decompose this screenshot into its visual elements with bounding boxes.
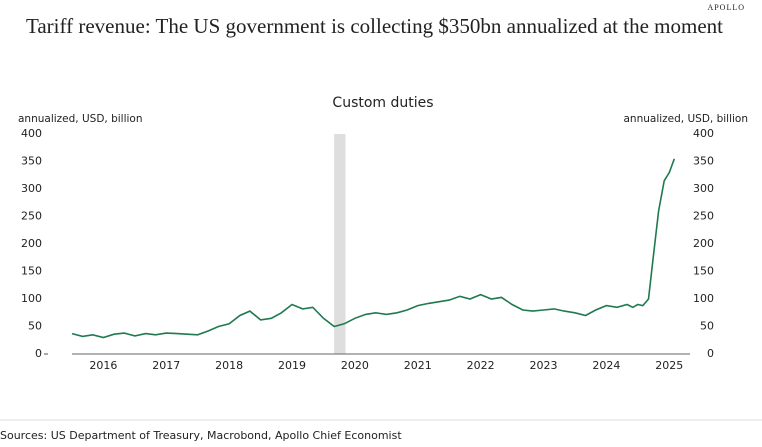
x-tick-label: 2017 bbox=[152, 359, 180, 372]
y-tick-label: 300 bbox=[21, 182, 42, 195]
y-tick-label: 400 bbox=[21, 127, 42, 140]
line-series bbox=[71, 158, 676, 339]
brand: APOLLO bbox=[707, 3, 745, 12]
x-tick-label: 2023 bbox=[530, 359, 558, 372]
y2-tick-label: 100 bbox=[693, 292, 714, 305]
y-tick-label: 150 bbox=[21, 265, 42, 278]
y2-tick-label: 250 bbox=[693, 210, 714, 223]
y2-tick-label: 400 bbox=[693, 127, 714, 140]
x-tick-label: 2022 bbox=[467, 359, 495, 372]
x-tick-label: 2021 bbox=[404, 359, 432, 372]
y2-tick-label: 350 bbox=[693, 155, 714, 168]
y2-tick-label: 200 bbox=[693, 237, 714, 250]
y2-tick-label: 300 bbox=[693, 182, 714, 195]
y2-tick-label: 50 bbox=[700, 320, 714, 333]
x-tick-label: 2016 bbox=[89, 359, 117, 372]
y-tick-label: 0 bbox=[35, 347, 42, 360]
y-axis-label: annualized, USD, billion bbox=[18, 113, 143, 125]
y-tick-label: 200 bbox=[21, 237, 42, 250]
y-tick-label: 350 bbox=[21, 155, 42, 168]
y-tick-label: 100 bbox=[21, 292, 42, 305]
source: Sources: US Department of Treasury, Macr… bbox=[0, 429, 402, 442]
x-tick-label: 2020 bbox=[341, 359, 369, 372]
y2-tick-label: 150 bbox=[693, 265, 714, 278]
shaded-period bbox=[334, 134, 346, 354]
y2-tick-label: 0 bbox=[707, 347, 714, 360]
chart-title: Custom duties bbox=[332, 95, 433, 111]
x-tick-label: 2025 bbox=[655, 359, 683, 372]
x-tick-label: 2019 bbox=[278, 359, 306, 372]
x-tick-label: 2024 bbox=[592, 359, 620, 372]
y-tick-label: 50 bbox=[28, 320, 42, 333]
headline: Tariff revenue: The US government is col… bbox=[26, 14, 723, 38]
x-tick-label: 2018 bbox=[215, 359, 243, 372]
y2-axis-label: annualized, USD, billion bbox=[623, 113, 748, 125]
y-tick-label: 250 bbox=[21, 210, 42, 223]
